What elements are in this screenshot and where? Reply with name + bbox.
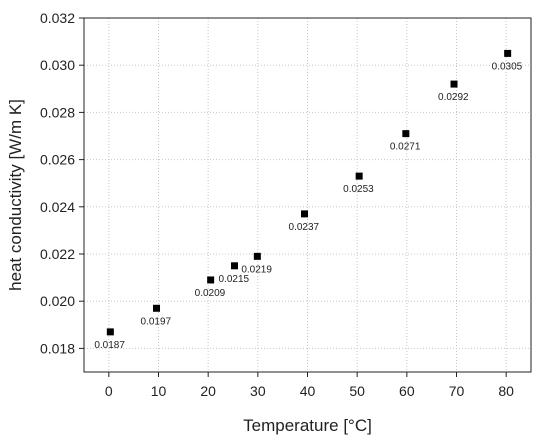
data-point [153,304,161,312]
x-tick-label: 10 [151,383,167,399]
y-tick-label: 0.022 [40,246,75,262]
data-label: 0.0292 [438,92,469,103]
data-point [402,130,410,138]
data-label: 0.0197 [141,316,172,327]
data-label: 0.0215 [218,274,249,285]
x-tick-label: 40 [300,383,316,399]
y-tick-label: 0.020 [40,293,75,309]
data-point [230,262,238,270]
data-label: 0.0187 [94,340,125,351]
y-tick-label: 0.024 [40,199,75,215]
data-point [504,49,512,57]
y-axis: 0.018 0.020 0.022 0.024 0.026 0.028 0.030 0.032 [40,10,84,356]
data-label: 0.0271 [390,142,421,153]
y-tick-label: 0.030 [40,57,75,73]
x-tick-label: 60 [399,383,415,399]
data-label: 0.0253 [343,184,374,195]
x-tick-label: 80 [498,383,514,399]
data-point [106,328,114,336]
data-point [207,276,215,284]
x-axis-title: Temperature [°C] [243,416,372,435]
x-tick-label: 70 [449,383,465,399]
x-tick-label: 30 [250,383,266,399]
y-tick-label: 0.018 [40,340,75,356]
data-point [450,80,458,88]
x-axis: 0 10 20 30 40 50 60 70 80 [105,372,514,399]
x-tick-label: 0 [105,383,113,399]
data-point [355,172,363,180]
y-tick-label: 0.026 [40,152,75,168]
data-point [301,210,309,218]
y-axis-title: heat conductivity [W/m K] [6,99,25,291]
x-tick-label: 50 [349,383,365,399]
y-tick-label: 0.032 [40,10,75,26]
y-tick-label: 0.028 [40,104,75,120]
data-point [253,252,261,260]
data-label: 0.0305 [492,61,523,72]
data-label: 0.0219 [241,264,272,275]
data-label: 0.0237 [289,222,320,233]
data-label: 0.0209 [195,288,226,299]
x-tick-label: 20 [200,383,216,399]
